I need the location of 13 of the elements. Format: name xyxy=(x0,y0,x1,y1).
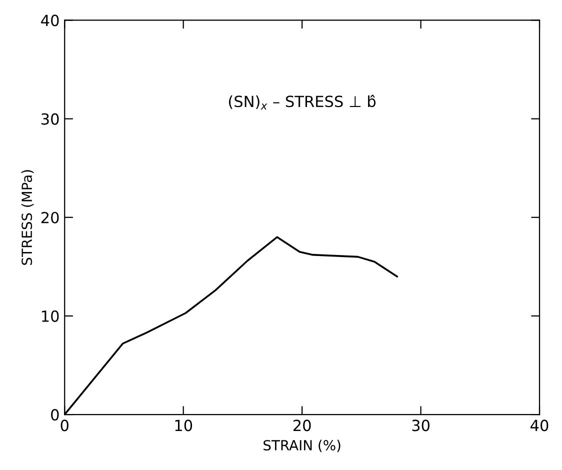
y-axis-title: STRESS (MPa) xyxy=(21,170,34,265)
x-tick-label: 10 xyxy=(175,420,192,432)
y-tick-label: 20 xyxy=(41,212,59,224)
x-tick-label: 40 xyxy=(530,420,548,432)
y-tick-label: 10 xyxy=(42,310,59,322)
y-tick-label: 40 xyxy=(41,14,59,26)
x-axis-title: STRAIN (%) xyxy=(264,440,340,452)
x-tick-label: 0 xyxy=(60,420,68,432)
x-tick-label: 30 xyxy=(412,420,430,432)
y-tick-label: 0 xyxy=(51,409,59,421)
y-tick-label: 30 xyxy=(41,113,59,125)
x-tick-label: 20 xyxy=(293,420,311,432)
annotation: (SN)$_{x}$ – STRESS ⊥ b̂ xyxy=(228,94,376,110)
